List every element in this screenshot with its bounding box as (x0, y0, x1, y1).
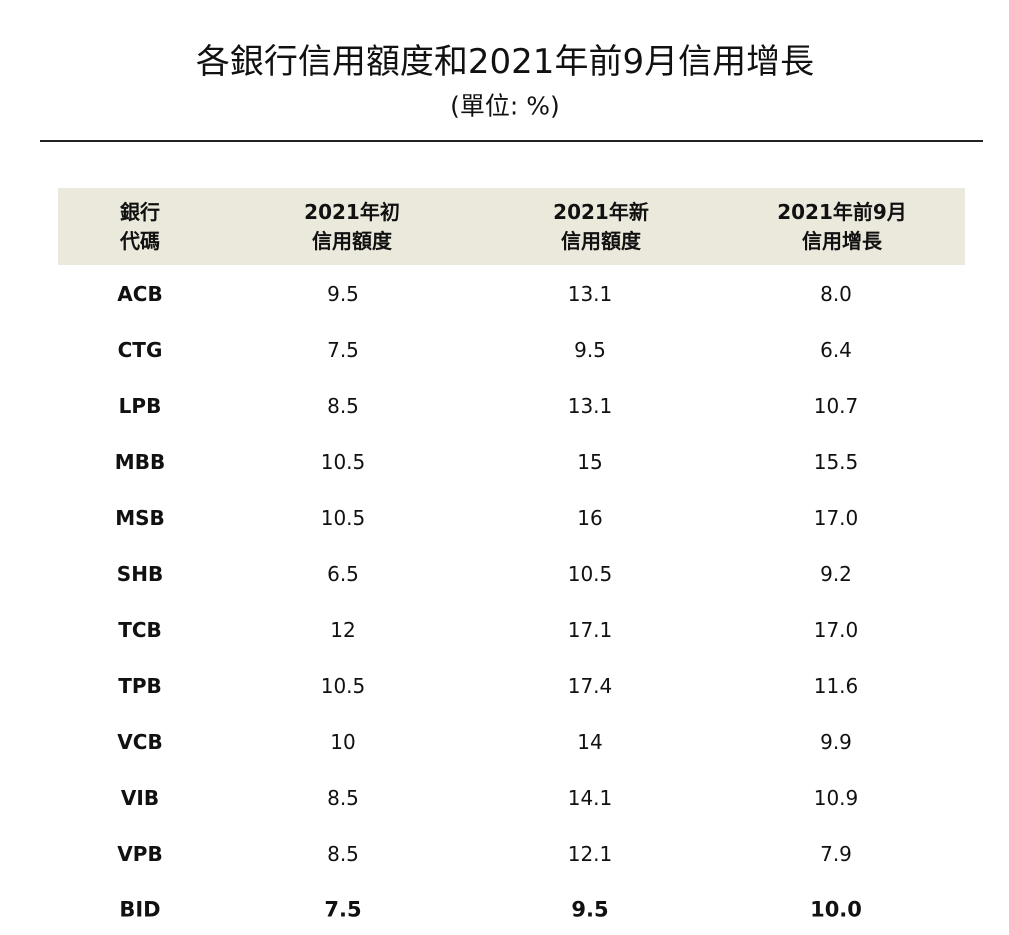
header-cell: 代碼 (120, 229, 160, 253)
bank-code: SHB (116, 562, 164, 586)
bank-code: MBB (114, 450, 166, 474)
table-cell: 9.5 (571, 897, 609, 922)
table-cell: 17.1 (567, 618, 613, 642)
bank-code: VCB (117, 730, 163, 754)
table-cell: 8.5 (327, 842, 359, 866)
table-cell: 9.2 (820, 562, 852, 586)
table-cell: 14.1 (567, 786, 613, 810)
bank-code: LPB (118, 394, 162, 418)
table-cell: 10.7 (813, 394, 859, 418)
header-cell: 2021年前9月 (777, 200, 907, 224)
divider (40, 140, 983, 142)
table-cell: 17.4 (567, 674, 613, 698)
table-cell: 8.0 (820, 282, 852, 306)
table-cell: 8.5 (327, 786, 359, 810)
table-cell: 15.5 (813, 450, 859, 474)
table-cell: 17.0 (813, 618, 859, 642)
table-cell: 13.1 (567, 282, 613, 306)
header-cell: 信用增長 (802, 229, 882, 253)
bank-code: ACB (117, 282, 163, 306)
table-cell: 14 (577, 730, 603, 754)
table-cell: 7.9 (820, 842, 852, 866)
header-cell: 2021年初 (304, 200, 400, 224)
table-cell: 7.5 (327, 338, 359, 362)
bank-code: VPB (117, 842, 163, 866)
table-cell: 11.6 (813, 674, 859, 698)
table-cell: 10.5 (567, 562, 613, 586)
subtitle: (單位: %) (450, 91, 560, 121)
table-cell: 6.5 (327, 562, 359, 586)
header-band (58, 188, 965, 265)
header-cell: 2021年新 (553, 200, 649, 224)
header-cell: 信用額度 (561, 229, 641, 253)
bank-code: VIB (120, 786, 160, 810)
table-cell: 9.9 (820, 730, 852, 754)
title: 各銀行信用額度和2021年前9月信用增長 (195, 42, 815, 82)
header-cell: 信用額度 (312, 229, 392, 253)
table-cell: 12 (330, 618, 356, 642)
table-cell: 10.5 (320, 674, 366, 698)
table-cell: 12.1 (567, 842, 613, 866)
bank-code: TPB (118, 674, 162, 698)
bank-code: CTG (117, 338, 163, 362)
table-cell: 10.9 (813, 786, 859, 810)
table-cell: 17.0 (813, 506, 859, 530)
table-cell: 7.5 (324, 897, 362, 922)
table-cell: 10.5 (320, 450, 366, 474)
table-cell: 15 (577, 450, 603, 474)
bank-code: BID (119, 897, 161, 922)
table-cell: 6.4 (820, 338, 852, 362)
table-cell: 9.5 (574, 338, 606, 362)
bank-code: MSB (115, 506, 165, 530)
header-cell: 銀行 (120, 200, 160, 224)
table-cell: 9.5 (327, 282, 359, 306)
table-cell: 8.5 (327, 394, 359, 418)
table-cell: 10.0 (810, 897, 862, 922)
bank-code: TCB (118, 618, 162, 642)
table-cell: 16 (577, 506, 603, 530)
table-cell: 10 (330, 730, 356, 754)
table-cell: 10.5 (320, 506, 366, 530)
table-cell: 13.1 (567, 394, 613, 418)
